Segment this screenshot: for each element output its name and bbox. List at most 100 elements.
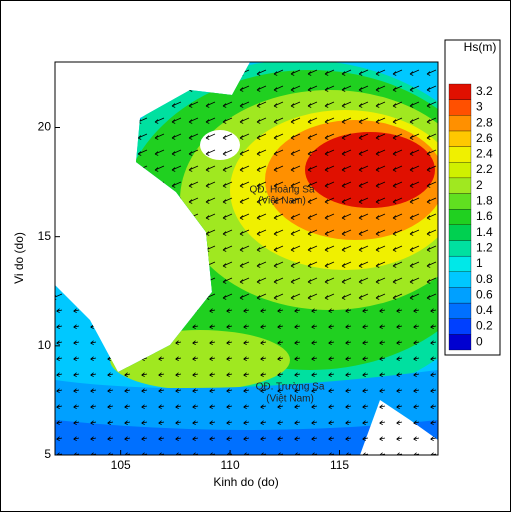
wave-arrow xyxy=(409,117,420,124)
wave-arrow xyxy=(256,181,267,188)
wave-arrow xyxy=(277,308,284,314)
wave-arrow xyxy=(328,404,335,410)
wave-arrow xyxy=(426,261,437,268)
wave-arrow xyxy=(205,101,216,108)
wave-arrow xyxy=(358,181,369,188)
wave-arrow xyxy=(158,420,165,426)
colorbar-label: 1.6 xyxy=(476,209,493,223)
wave-arrow xyxy=(358,293,369,300)
wave-arrow xyxy=(209,436,216,442)
wave-arrow xyxy=(413,340,420,346)
wave-arrow xyxy=(175,436,182,442)
wave-arrow xyxy=(226,388,233,394)
wave-arrow xyxy=(311,356,318,362)
wave-arrow xyxy=(307,293,318,300)
wave-arrow xyxy=(413,356,420,362)
y-tick-label: 20 xyxy=(38,120,52,134)
colorbar-label: 1 xyxy=(476,256,483,270)
wave-arrow xyxy=(307,277,318,284)
wave-arrow xyxy=(56,436,63,442)
wave-arrow xyxy=(209,420,216,426)
wave-arrow xyxy=(243,388,250,394)
wave-arrow xyxy=(141,420,148,426)
wave-arrow xyxy=(209,388,216,394)
wave-arrow xyxy=(171,101,182,108)
wave-arrow xyxy=(141,436,148,442)
colorbar-label: 2.6 xyxy=(476,131,493,145)
wave-arrow xyxy=(226,420,233,426)
wave-arrow xyxy=(409,245,420,252)
wave-arrow xyxy=(243,356,250,362)
wave-arrow xyxy=(311,308,318,314)
wave-arrow xyxy=(205,213,216,220)
wave-arrow xyxy=(375,245,386,252)
wave-arrow xyxy=(256,197,267,204)
wave-arrow xyxy=(290,69,301,76)
wave-arrow xyxy=(175,404,182,410)
colorbar-label: 0.6 xyxy=(476,287,493,301)
wave-arrow xyxy=(192,340,199,346)
wave-arrow xyxy=(324,229,335,236)
wave-arrow xyxy=(256,165,267,172)
colorbar-swatch xyxy=(448,83,472,100)
wave-arrow xyxy=(328,308,335,314)
wave-arrow xyxy=(124,388,131,394)
wave-arrow xyxy=(154,117,165,124)
wave-arrow xyxy=(175,356,182,362)
wave-arrow xyxy=(256,277,267,284)
wave-arrow xyxy=(392,165,403,172)
wave-arrow xyxy=(341,197,352,204)
wave-arrow xyxy=(375,277,386,284)
wave-arrow xyxy=(192,324,199,330)
wave-arrow xyxy=(345,340,352,346)
wave-arrow xyxy=(307,117,318,124)
wave-arrow xyxy=(392,117,403,124)
colorbar-swatch xyxy=(448,99,472,116)
wave-arrow xyxy=(90,388,97,394)
wave-arrow xyxy=(392,181,403,188)
colorbar-swatch xyxy=(448,302,472,319)
wave-arrow xyxy=(375,165,386,172)
wave-arrow xyxy=(222,133,233,140)
wave-arrow xyxy=(426,165,437,172)
wave-arrow xyxy=(362,420,369,426)
wave-arrow xyxy=(345,436,352,442)
wave-arrow xyxy=(392,245,403,252)
wave-arrow xyxy=(341,261,352,268)
wave-arrow xyxy=(430,308,437,314)
wave-arrow xyxy=(409,85,420,92)
wave-arrow xyxy=(328,372,335,378)
wave-arrow xyxy=(290,229,301,236)
wave-arrow xyxy=(362,404,369,410)
wave-arrow xyxy=(375,69,386,76)
wave-arrow xyxy=(256,213,267,220)
wave-arrow xyxy=(307,149,318,156)
wave-arrow xyxy=(375,197,386,204)
wave-arrow xyxy=(375,117,386,124)
wave-arrow xyxy=(188,181,199,188)
colorbar-label: 1.4 xyxy=(476,225,493,239)
wave-arrow xyxy=(192,404,199,410)
x-axis-label: Kinh do (do) xyxy=(213,475,278,489)
wave-arrow xyxy=(341,133,352,140)
wave-arrow xyxy=(396,420,403,426)
wave-arrow xyxy=(239,213,250,220)
wave-arrow xyxy=(307,229,318,236)
wave-arrow xyxy=(273,245,284,252)
wave-arrow xyxy=(409,277,420,284)
wave-arrow xyxy=(226,308,233,314)
wave-arrow xyxy=(375,85,386,92)
wave-arrow xyxy=(277,372,284,378)
wave-arrow xyxy=(175,372,182,378)
wave-arrow xyxy=(358,261,369,268)
wave-arrow xyxy=(375,213,386,220)
wave-arrow xyxy=(392,101,403,108)
wave-arrow xyxy=(375,149,386,156)
wave-arrow xyxy=(358,277,369,284)
wave-arrow xyxy=(341,181,352,188)
wave-arrow xyxy=(243,308,250,314)
wave-arrow xyxy=(426,245,437,252)
wave-arrow xyxy=(192,420,199,426)
wave-arrow xyxy=(209,404,216,410)
wave-arrow xyxy=(345,404,352,410)
